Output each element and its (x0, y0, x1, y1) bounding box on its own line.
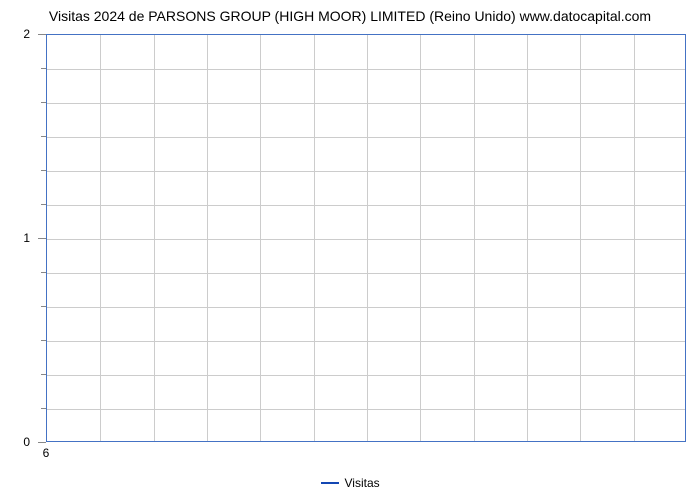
gridline-horizontal (47, 409, 685, 410)
y-axis-minor-tick (41, 340, 46, 341)
y-axis-major-tick (38, 238, 46, 239)
y-axis-minor-tick (41, 136, 46, 137)
gridline-horizontal (47, 307, 685, 308)
plot-area (46, 34, 686, 442)
gridline-horizontal (47, 273, 685, 274)
gridline-horizontal (47, 375, 685, 376)
legend-swatch (321, 482, 339, 484)
gridline-horizontal (47, 69, 685, 70)
gridline-vertical (634, 35, 635, 441)
gridline-horizontal (47, 205, 685, 206)
gridline-vertical (207, 35, 208, 441)
y-axis-tick-label: 2 (0, 27, 30, 41)
y-axis-minor-tick (41, 408, 46, 409)
gridline-vertical (100, 35, 101, 441)
chart-legend: Visitas (321, 476, 380, 490)
gridline-vertical (420, 35, 421, 441)
gridline-horizontal (47, 171, 685, 172)
gridline-vertical (367, 35, 368, 441)
y-axis-minor-tick (41, 306, 46, 307)
legend-label: Visitas (345, 476, 380, 490)
y-axis-major-tick (38, 442, 46, 443)
gridline-horizontal (47, 103, 685, 104)
gridline-vertical (580, 35, 581, 441)
chart-title: Visitas 2024 de PARSONS GROUP (HIGH MOOR… (0, 8, 700, 24)
gridline-vertical (260, 35, 261, 441)
gridline-horizontal (47, 239, 685, 240)
gridline-vertical (474, 35, 475, 441)
gridline-horizontal (47, 137, 685, 138)
gridline-vertical (154, 35, 155, 441)
y-axis-minor-tick (41, 170, 46, 171)
y-axis-major-tick (38, 34, 46, 35)
chart-container: Visitas 2024 de PARSONS GROUP (HIGH MOOR… (0, 0, 700, 500)
y-axis-tick-label: 1 (0, 231, 30, 245)
y-axis-tick-label: 0 (0, 435, 30, 449)
y-axis-minor-tick (41, 272, 46, 273)
y-axis-minor-tick (41, 374, 46, 375)
y-axis-minor-tick (41, 102, 46, 103)
gridline-horizontal (47, 341, 685, 342)
y-axis-minor-tick (41, 204, 46, 205)
gridline-vertical (314, 35, 315, 441)
gridline-vertical (527, 35, 528, 441)
y-axis-minor-tick (41, 68, 46, 69)
x-axis-tick-label: 6 (43, 446, 50, 460)
